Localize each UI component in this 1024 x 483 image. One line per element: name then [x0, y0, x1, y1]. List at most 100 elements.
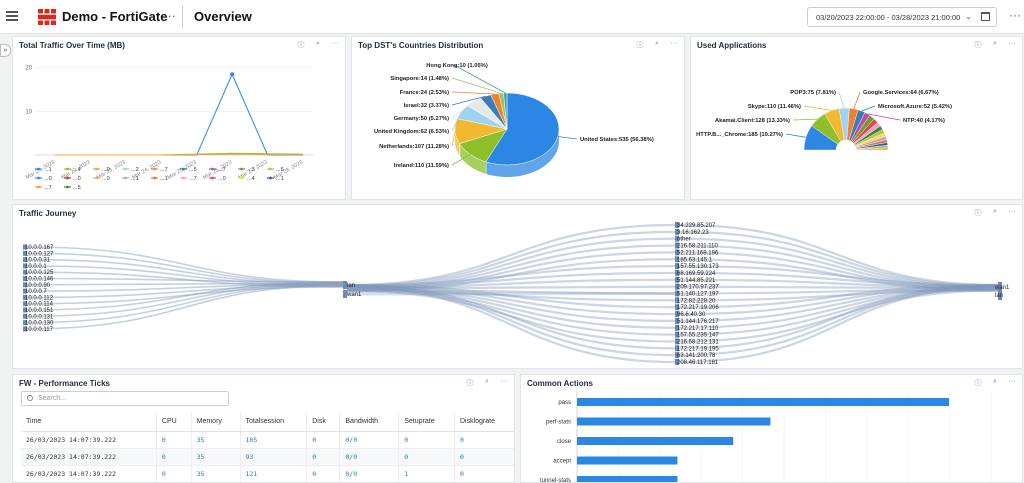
donut-slice	[855, 147, 889, 151]
sankey-destination-label: 52.211.168.196	[677, 250, 719, 256]
column-header[interactable]: Disk	[306, 412, 341, 432]
zoom-icon[interactable]: ⌕	[993, 40, 997, 47]
search-icon	[27, 395, 33, 401]
column-header[interactable]: Time	[21, 412, 157, 432]
calendar-icon[interactable]	[981, 12, 990, 21]
legend-marker	[95, 176, 98, 180]
sankey-source-label: 10.0.0.131	[25, 314, 54, 320]
sankey-link	[678, 251, 999, 291]
column-header[interactable]: Setuprate	[398, 412, 455, 432]
actions-panel: Common Actions ⓘ ⌕ ··· pass perf-stats clo…	[520, 374, 1023, 483]
table-cell: 35	[191, 465, 241, 482]
pie-label-line	[557, 136, 578, 140]
search-input[interactable]: Search...	[21, 391, 229, 406]
column-header[interactable]: Memory	[191, 412, 241, 432]
sankey-interface-label: wan1	[994, 285, 1010, 291]
sankey-node	[675, 228, 679, 235]
panel-more-button[interactable]: ···	[331, 40, 339, 47]
legend-marker	[269, 176, 272, 180]
sankey-link	[346, 285, 676, 316]
sankey-node	[23, 244, 27, 250]
sankey-destination-label: other	[677, 237, 691, 243]
bar	[577, 456, 678, 465]
donut-label-line	[861, 105, 876, 112]
info-icon[interactable]: ⓘ	[297, 42, 305, 49]
sankey-source-label: 10.0.0.130	[25, 321, 54, 327]
data-point	[230, 72, 235, 77]
zoom-icon[interactable]: ⌕	[993, 208, 997, 215]
legend-label: ...0	[102, 167, 110, 173]
legend-marker	[37, 185, 40, 189]
sankey-node	[675, 256, 679, 263]
bar-category-label: perf-stats	[546, 420, 571, 426]
pie-slice	[485, 92, 560, 166]
panel-more-button[interactable]: ···	[1008, 40, 1016, 47]
info-icon[interactable]: ⓘ	[636, 42, 644, 49]
sankey-node	[23, 276, 27, 281]
menu-icon[interactable]	[6, 11, 18, 21]
panel-title: Top DST's Countries Distribution	[358, 41, 484, 50]
legend-marker	[66, 167, 69, 171]
header-divider	[182, 6, 183, 28]
info-icon[interactable]: ⓘ	[974, 380, 982, 387]
zoom-icon[interactable]: ⌕	[655, 40, 659, 47]
donut-label: Google.Services:64 (6.67%)	[863, 90, 939, 96]
page-title: Overview	[194, 9, 252, 24]
page-more-button[interactable]: ···	[1009, 8, 1021, 22]
sankey-source-label: 10.0.0.146	[25, 277, 54, 283]
sankey-link	[678, 271, 999, 288]
sankey-link	[26, 277, 344, 283]
pie-label-line	[451, 131, 456, 147]
sankey-destination-label: 157.55.235.147	[677, 333, 719, 339]
column-header[interactable]: Totalsession	[240, 412, 308, 432]
sankey-link	[346, 230, 676, 288]
sankey-link	[26, 246, 344, 283]
table-cell: 0	[306, 431, 341, 449]
sankey-source-label: 10.0.0.7	[25, 289, 47, 295]
column-header[interactable]: CPU	[156, 412, 192, 432]
panel-more-button[interactable]: ···	[1008, 208, 1016, 215]
panel-more-button[interactable]: ···	[1008, 378, 1016, 385]
sankey-source-label: 10.0.0.125	[25, 270, 54, 276]
panel-more-button[interactable]: ···	[500, 378, 508, 385]
legend-marker	[182, 167, 185, 171]
sankey-destination-label: 34.229.85.207	[677, 223, 716, 229]
expand-sidebar-button[interactable]: »	[0, 44, 11, 57]
countries-panel: Top DST's Countries Distribution ⓘ ⌕ ···…	[351, 36, 685, 200]
date-range-value: 03/20/2023 22:00:00 - 03/28/2023 21:00:0…	[816, 13, 961, 22]
sankey-node	[675, 317, 679, 324]
table-row[interactable]: 26/03/2023 14:07:39.222 0 35 93 0 0/0 0 0	[21, 448, 514, 466]
info-icon[interactable]: ⓘ	[974, 210, 982, 217]
date-range-picker[interactable]: 03/20/2023 22:00:00 - 03/28/2023 21:00:0…	[807, 7, 997, 27]
sankey-destination-label: 68.169.59.224	[677, 271, 716, 277]
legend-marker	[66, 185, 69, 189]
legend-label: ...7	[218, 167, 226, 173]
zoom-icon[interactable]: ⌕	[993, 378, 997, 385]
table-row[interactable]: 26/03/2023 14:07:39.222 0 35 105 0 0/0 0 0	[21, 431, 514, 449]
pie-label: Israel:32 (3.37%)	[404, 103, 450, 109]
legend-label: ...0	[218, 176, 226, 182]
column-header[interactable]: Disklograte	[454, 412, 514, 432]
table-cell: 0/0	[339, 465, 400, 482]
info-icon[interactable]: ⓘ	[466, 380, 474, 387]
chevron-down-icon[interactable]: ⌄	[965, 12, 972, 21]
sankey-link	[678, 265, 999, 287]
info-icon[interactable]: ⓘ	[974, 42, 982, 49]
zoom-icon[interactable]: ⌕	[316, 40, 320, 47]
app-menu-button[interactable]: ···	[163, 8, 176, 23]
applications-panel: Used Applications ⓘ ⌕ ··· HTTP.B..._Chro…	[690, 36, 1023, 200]
table-row[interactable]: 26/03/2023 14:07:39.222 0 35 121 0 0/0 1 0	[21, 465, 514, 482]
zoom-icon[interactable]: ⌕	[485, 378, 489, 385]
series-line	[55, 73, 303, 156]
sankey-source-label: 10.0.0.1	[25, 264, 47, 270]
sankey-destination-label: 209.170.97.237	[677, 285, 719, 291]
sankey-node	[675, 338, 679, 345]
table-cell: 0/0	[339, 431, 400, 449]
bar	[577, 437, 734, 445]
column-header[interactable]: Bandwidth	[339, 412, 400, 432]
donut-label: NTP:40 (4.17%)	[903, 118, 945, 124]
panel-tools: ⓘ ⌕ ···	[974, 208, 1016, 218]
sankey-link	[346, 285, 676, 357]
panel-more-button[interactable]: ···	[670, 40, 678, 47]
sankey-link	[678, 230, 999, 288]
